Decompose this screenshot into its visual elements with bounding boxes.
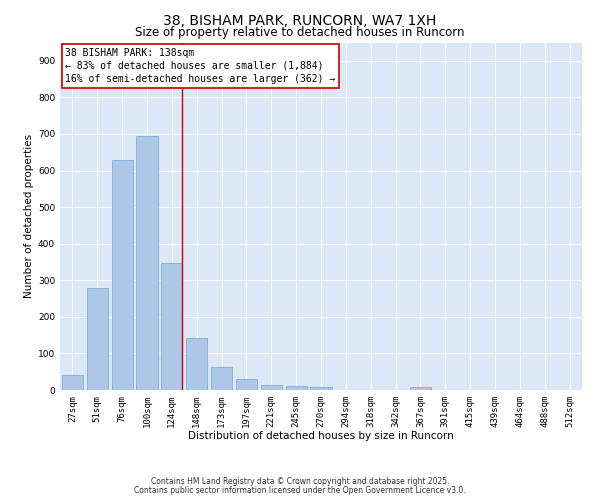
Y-axis label: Number of detached properties: Number of detached properties — [24, 134, 34, 298]
Text: Contains public sector information licensed under the Open Government Licence v3: Contains public sector information licen… — [134, 486, 466, 495]
Bar — [236, 379, 257, 390]
Bar — [211, 368, 232, 390]
Bar — [310, 387, 332, 390]
Text: Size of property relative to detached houses in Runcorn: Size of property relative to detached ho… — [135, 26, 465, 39]
Bar — [286, 386, 307, 390]
Bar — [410, 388, 431, 390]
Text: 38 BISHAM PARK: 138sqm
← 83% of detached houses are smaller (1,884)
16% of semi-: 38 BISHAM PARK: 138sqm ← 83% of detached… — [65, 48, 335, 84]
X-axis label: Distribution of detached houses by size in Runcorn: Distribution of detached houses by size … — [188, 432, 454, 442]
Bar — [161, 262, 182, 390]
Text: Contains HM Land Registry data © Crown copyright and database right 2025.: Contains HM Land Registry data © Crown c… — [151, 477, 449, 486]
Bar — [112, 160, 133, 390]
Bar — [261, 385, 282, 390]
Text: 38, BISHAM PARK, RUNCORN, WA7 1XH: 38, BISHAM PARK, RUNCORN, WA7 1XH — [163, 14, 437, 28]
Bar — [136, 136, 158, 390]
Bar — [62, 376, 83, 390]
Bar — [186, 338, 207, 390]
Bar — [87, 288, 108, 390]
